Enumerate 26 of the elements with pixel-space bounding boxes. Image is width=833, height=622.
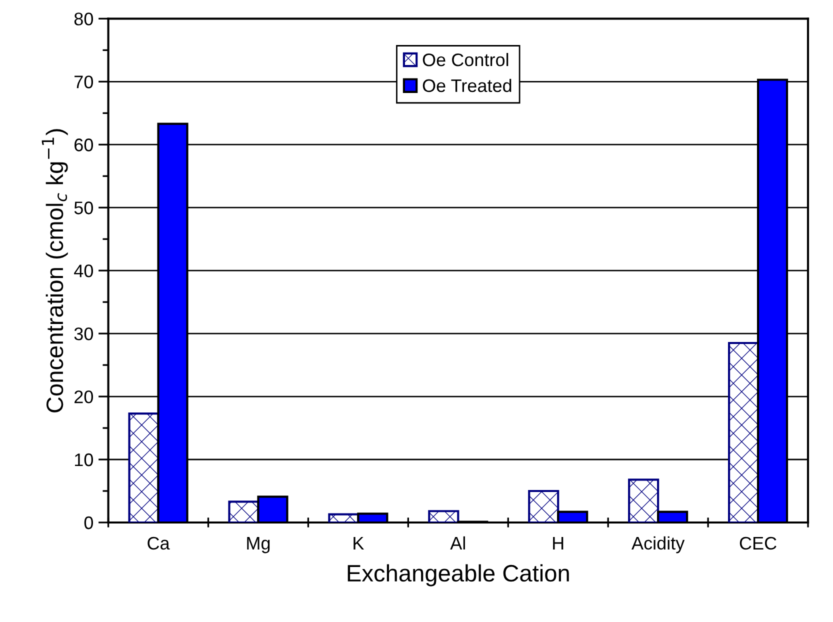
bar [228,500,260,522]
bar [628,478,660,522]
x-tick-label: Al [450,536,465,550]
y-tick-label: 30 [74,327,93,340]
y-axis-title: Concentration (cmol$_{c}$ kg$^{−1}$) [42,129,68,412]
y-tick-label: 0 [84,516,93,530]
x-tick-label: CEC [740,536,776,550]
y-tick-label: 70 [74,76,93,88]
y-tick-label: 20 [74,390,93,404]
legend-label: Oe Control [422,52,508,66]
y-tick-label: 60 [74,138,93,152]
x-tick-label: Acidity [632,536,685,554]
y-tick-label: 40 [74,264,93,278]
legend-label: Oe Treated [422,78,512,92]
x-tick-label: Ca [148,536,170,550]
x-tick-label: H [553,537,564,550]
x-axis-title: Exchangeable Cation [348,564,569,586]
x-tick-label: K [354,537,364,550]
y-tick-label: 10 [75,453,93,466]
bar [428,510,460,522]
x-tick-label: Mg [247,537,270,554]
y-tick-label: 80 [74,12,93,26]
bar [528,490,560,522]
bar [128,412,160,522]
y-tick-label: 50 [74,202,93,214]
bar [328,513,360,522]
